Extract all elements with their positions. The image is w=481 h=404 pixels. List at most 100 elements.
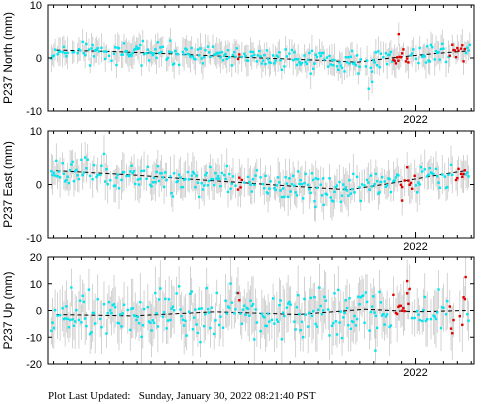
footer-timestamp: Sunday, January 30, 2022 08:21:40 PST — [138, 390, 316, 402]
data-point — [372, 58, 375, 62]
data-point — [205, 171, 208, 175]
data-point — [295, 194, 299, 197]
data-point — [328, 54, 331, 58]
data-point — [318, 51, 321, 55]
data-point — [204, 312, 207, 316]
data-point — [58, 313, 62, 317]
data-point — [320, 312, 324, 316]
data-point — [201, 62, 205, 65]
data-point — [134, 47, 137, 51]
data-point — [416, 309, 419, 313]
data-point — [66, 175, 69, 178]
data-point — [231, 175, 235, 178]
data-point — [161, 315, 165, 318]
data-point — [348, 296, 351, 300]
data-point — [246, 175, 250, 179]
data-point — [131, 307, 134, 310]
data-point — [53, 48, 57, 51]
data-point — [303, 181, 306, 185]
data-point — [349, 55, 352, 58]
data-point — [194, 308, 197, 311]
data-point — [360, 183, 364, 186]
data-point — [444, 60, 448, 64]
data-point — [129, 170, 132, 173]
data-point — [295, 63, 299, 67]
data-point — [375, 179, 379, 183]
data-point — [249, 299, 252, 302]
data-point — [167, 50, 171, 53]
data-point — [132, 314, 136, 317]
data-point — [127, 55, 131, 58]
recent-data-point — [457, 167, 460, 171]
data-point — [204, 49, 207, 52]
data-point — [429, 171, 433, 174]
data-point — [97, 50, 101, 53]
data-point — [187, 310, 191, 313]
recent-data-point — [399, 183, 403, 187]
recent-data-point — [402, 48, 405, 51]
data-point — [431, 45, 434, 49]
data-point — [231, 53, 235, 57]
data-point — [109, 309, 112, 312]
data-point — [306, 183, 310, 187]
data-point — [233, 50, 236, 54]
data-point — [339, 200, 342, 203]
data-point — [244, 313, 247, 316]
data-point — [112, 303, 116, 306]
data-point — [370, 185, 374, 188]
y-tick-label: -10 — [26, 233, 42, 245]
data-point — [83, 156, 87, 159]
data-point — [347, 56, 350, 59]
data-point — [112, 52, 116, 55]
data-point — [190, 174, 193, 177]
data-point — [275, 184, 279, 187]
data-point — [130, 54, 133, 57]
data-point — [57, 50, 61, 54]
data-point — [241, 308, 245, 311]
data-point — [309, 191, 312, 195]
data-point — [151, 53, 155, 57]
data-point — [171, 63, 175, 66]
trend-line — [56, 308, 466, 317]
data-point — [110, 311, 113, 315]
data-point — [76, 174, 79, 177]
data-point — [265, 324, 269, 328]
recent-data-point — [398, 304, 401, 307]
data-point — [264, 62, 267, 66]
data-point — [427, 59, 430, 62]
data-point — [50, 57, 53, 60]
data-point — [317, 177, 320, 181]
recent-data-point — [402, 306, 405, 310]
data-point — [104, 57, 107, 61]
data-point — [130, 307, 133, 310]
recent-data-point — [407, 61, 410, 64]
data-point — [66, 51, 69, 55]
data-point — [426, 175, 429, 178]
data-point — [392, 180, 395, 183]
data-point — [99, 317, 102, 321]
data-point — [96, 47, 99, 50]
data-point — [187, 53, 191, 56]
recent-data-point — [397, 305, 400, 309]
data-point — [437, 51, 440, 54]
y-tick-label: -10 — [26, 106, 42, 118]
data-point — [278, 181, 281, 184]
data-point — [240, 322, 243, 325]
data-point — [216, 52, 220, 55]
recent-data-point — [236, 291, 240, 295]
data-point — [382, 312, 385, 316]
data-point — [318, 286, 321, 289]
data-point — [105, 168, 108, 171]
data-point — [125, 174, 128, 178]
data-point — [51, 321, 54, 324]
data-point — [105, 50, 108, 53]
data-point — [196, 181, 200, 184]
data-point — [85, 42, 88, 46]
data-point — [100, 46, 103, 49]
data-point — [353, 314, 356, 318]
data-point — [285, 55, 289, 58]
data-point — [264, 324, 267, 328]
data-point — [199, 47, 202, 50]
data-point — [106, 183, 109, 186]
data-point — [355, 317, 359, 321]
